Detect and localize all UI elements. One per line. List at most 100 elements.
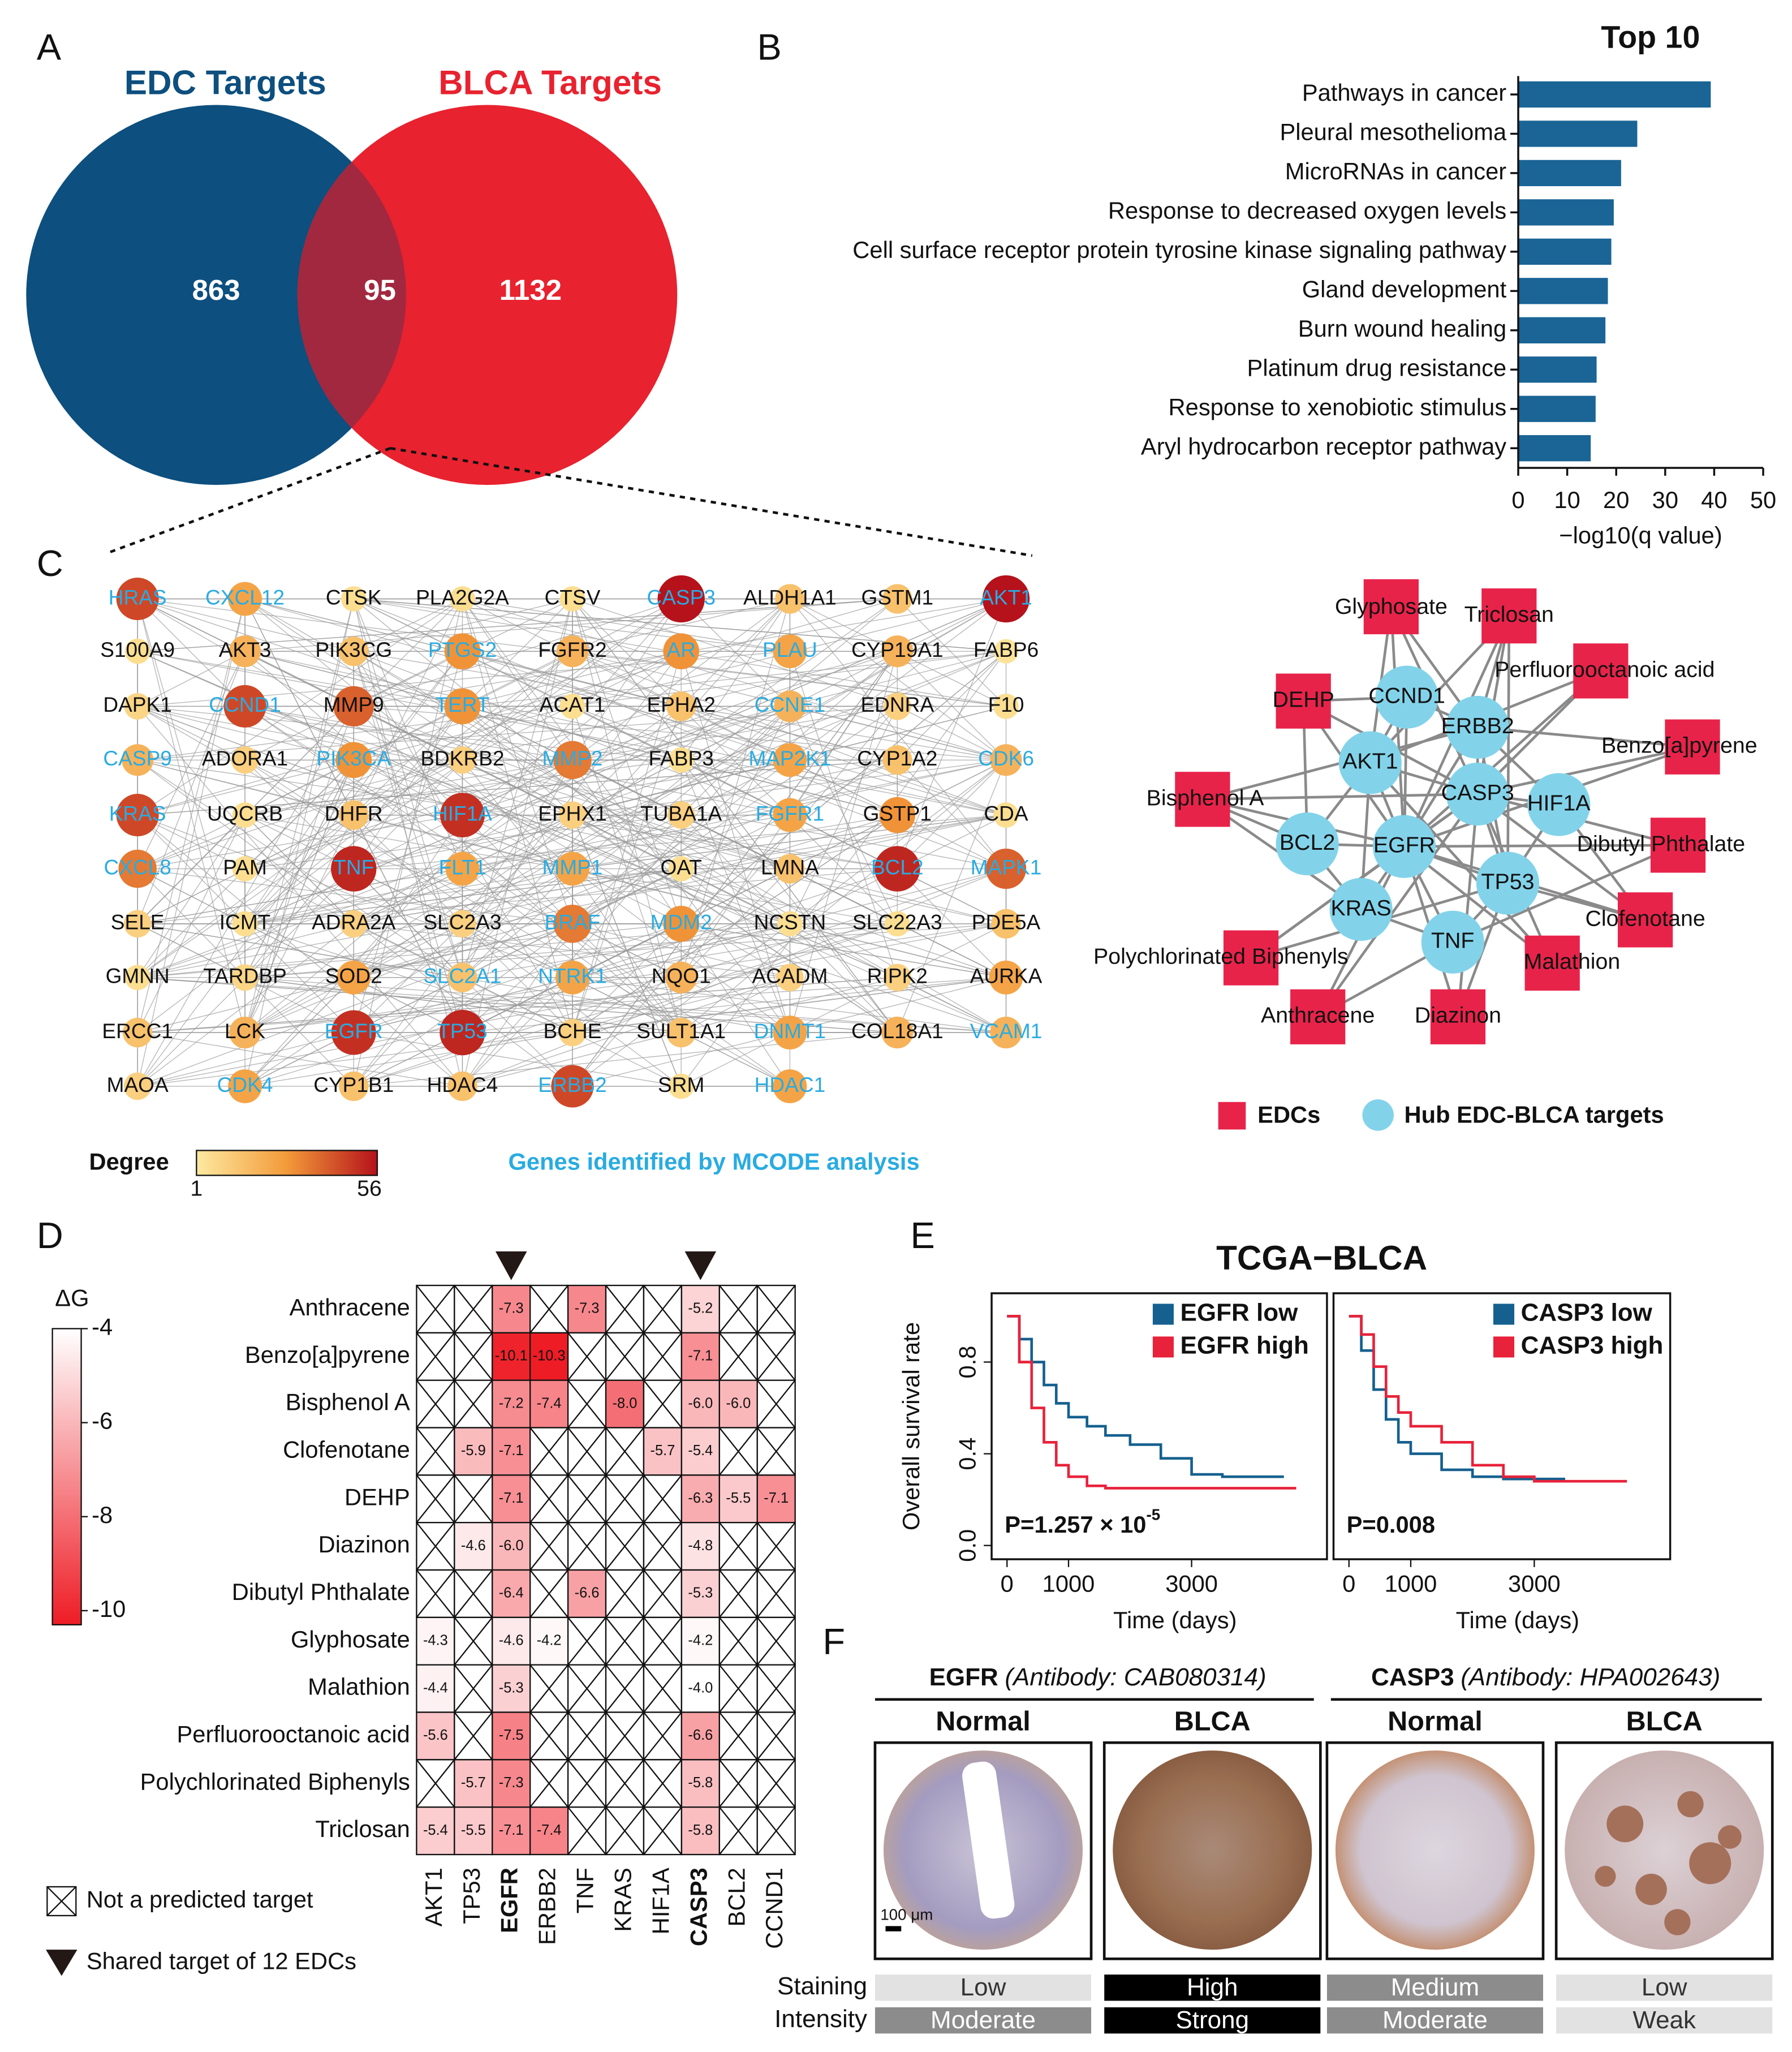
network-edge bbox=[897, 760, 1007, 1033]
legend-hub bbox=[1362, 1099, 1394, 1131]
y-tick-label: Burn wound healing bbox=[1298, 315, 1506, 342]
hub-label: TNF bbox=[1431, 928, 1475, 953]
cell-label: -4.6 bbox=[461, 1538, 486, 1554]
gene-node bbox=[229, 1017, 261, 1049]
network-edge bbox=[462, 868, 573, 978]
heat-cell bbox=[718, 1474, 758, 1524]
gene-label: CYP19A1 bbox=[851, 638, 944, 661]
column-label: EGFR bbox=[496, 1868, 523, 1933]
cross bbox=[529, 1569, 569, 1618]
network-edge bbox=[137, 599, 245, 707]
network-edge bbox=[137, 651, 463, 707]
heat-cell bbox=[454, 1427, 493, 1476]
cross bbox=[756, 1285, 796, 1333]
gene-label: SOD2 bbox=[325, 964, 382, 988]
network-edge bbox=[680, 651, 1007, 1087]
y-axis-label: Overall survival rate bbox=[898, 1322, 924, 1530]
tissue-core bbox=[1335, 1750, 1535, 1950]
gene-label: SLC2A3 bbox=[423, 910, 501, 934]
y-tick-label: Pleural mesothelioma bbox=[1280, 118, 1507, 145]
network-edge bbox=[572, 599, 682, 760]
x-tick-label: 0 bbox=[1511, 487, 1524, 513]
network-edge bbox=[245, 977, 1006, 1033]
network-edge bbox=[572, 814, 1006, 870]
legend-swatch bbox=[1493, 1336, 1515, 1358]
gene-label: MAP2K1 bbox=[748, 746, 831, 770]
degree-max: 56 bbox=[357, 1176, 382, 1201]
network-edge bbox=[462, 923, 790, 978]
y-tick-label: Platinum drug resistance bbox=[1247, 354, 1507, 381]
network-edge bbox=[354, 598, 573, 652]
network-edge bbox=[572, 599, 682, 924]
cell-label: -4.2 bbox=[688, 1632, 713, 1648]
cross bbox=[529, 1427, 569, 1476]
gene-label: CYP1B1 bbox=[313, 1073, 394, 1096]
bar bbox=[1518, 160, 1621, 187]
x-tick-label: 30 bbox=[1652, 487, 1678, 513]
network-edge bbox=[244, 868, 682, 924]
column-label: TP53 bbox=[458, 1868, 485, 1924]
gene-label: TP53 bbox=[437, 1019, 488, 1043]
cell-label: -5.5 bbox=[726, 1490, 751, 1506]
cross bbox=[529, 1664, 569, 1713]
gene-node bbox=[116, 578, 159, 621]
column-label: CASP3 bbox=[685, 1868, 712, 1946]
gene-node bbox=[333, 686, 374, 727]
edc-edge bbox=[1404, 844, 1678, 848]
cross bbox=[529, 1285, 569, 1333]
gene-label: NCSTN bbox=[754, 910, 826, 934]
gene-label: EDNRA bbox=[860, 692, 934, 716]
cross bbox=[529, 1759, 569, 1808]
cross bbox=[567, 1332, 606, 1381]
gene-label: CDK6 bbox=[978, 746, 1034, 770]
gene-node bbox=[231, 964, 259, 991]
gene-node bbox=[773, 634, 807, 669]
network-edge bbox=[244, 759, 1006, 924]
cell-label: -10.3 bbox=[533, 1348, 566, 1364]
y-tick-label: Response to xenobiotic stimulus bbox=[1169, 394, 1507, 420]
gene-node bbox=[558, 801, 587, 829]
column-label: CCND1 bbox=[761, 1868, 787, 1949]
heat-cell bbox=[416, 1806, 455, 1856]
gene-label: NTRK1 bbox=[538, 964, 606, 988]
plot-frame bbox=[990, 1292, 1328, 1560]
survival-curve bbox=[1007, 1315, 1296, 1490]
gene-label: AKT3 bbox=[219, 638, 272, 661]
cross bbox=[718, 1332, 758, 1381]
staining-cell bbox=[1556, 1974, 1773, 2001]
colorbar-tick-label: -8 bbox=[92, 1502, 113, 1528]
panel-label: B bbox=[757, 26, 782, 67]
annotation: P=1.257 × 10-5 bbox=[1005, 1506, 1160, 1538]
row-label: Triclosan bbox=[315, 1816, 410, 1842]
panel-label: E bbox=[910, 1215, 934, 1256]
edc-label: Anthracene bbox=[1261, 1003, 1375, 1028]
cell-label: -7.4 bbox=[537, 1822, 562, 1838]
gene-label: UQCRB bbox=[207, 801, 283, 825]
gene-node bbox=[881, 1017, 914, 1049]
network-edge bbox=[137, 599, 245, 1087]
gene-label: HRAS bbox=[109, 585, 167, 609]
hub-label: HIF1A bbox=[1527, 791, 1591, 816]
hub-label: KRAS bbox=[1331, 896, 1392, 920]
cell-label: -7.3 bbox=[575, 1301, 600, 1317]
cross bbox=[756, 1711, 796, 1761]
cross bbox=[605, 1617, 644, 1666]
gene-node bbox=[232, 856, 258, 881]
edc-edge bbox=[1506, 616, 1511, 884]
heat-cell bbox=[454, 1759, 493, 1808]
gene-label: PIK3CG bbox=[315, 638, 392, 661]
venn-left bbox=[26, 105, 406, 485]
edc-label: Polychlorinated Biphenyls bbox=[1093, 944, 1349, 969]
cross bbox=[643, 1617, 682, 1666]
y-tick-label: Cell surface receptor protein tyrosine k… bbox=[852, 236, 1506, 263]
gene-node bbox=[773, 1016, 807, 1050]
network-edge bbox=[137, 598, 898, 816]
venn-right-title: BLCA Targets bbox=[438, 63, 662, 102]
network-edge bbox=[137, 598, 898, 652]
network-edge bbox=[572, 815, 682, 1087]
cross bbox=[718, 1569, 758, 1618]
gene-node bbox=[122, 744, 154, 776]
network-edge bbox=[462, 977, 1006, 1033]
gene-node bbox=[774, 690, 806, 722]
legend-label: EDCs bbox=[1257, 1101, 1320, 1128]
